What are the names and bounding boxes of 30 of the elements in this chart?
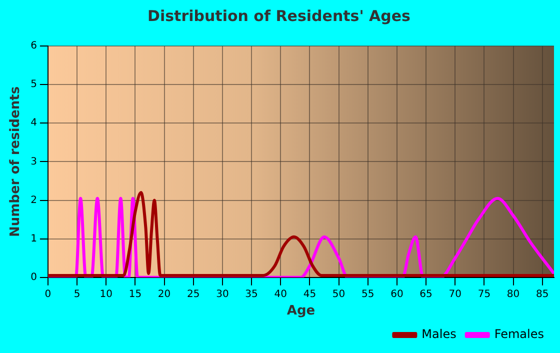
x-tick-label: 20 <box>158 288 171 300</box>
x-tick-label: 25 <box>187 288 200 300</box>
y-tick-label: 2 <box>30 194 37 206</box>
x-tick-label: 55 <box>362 288 374 300</box>
x-tick-label: 40 <box>274 288 287 300</box>
x-tick-label: 5 <box>74 288 80 300</box>
legend-label: Males <box>422 327 456 342</box>
x-tick-label: 45 <box>303 288 316 300</box>
x-tick-label: 80 <box>506 288 520 300</box>
y-tick-label: 4 <box>30 118 37 129</box>
chart-title: Distribution of Residents' Ages <box>148 6 411 25</box>
x-tick-label: 15 <box>128 288 142 300</box>
y-tick-label: 5 <box>30 79 37 90</box>
x-tick-label: 0 <box>44 288 52 300</box>
y-tick-label: 1 <box>30 233 37 244</box>
y-tick-label: 0 <box>30 272 37 283</box>
x-tick-label: 70 <box>448 288 462 300</box>
legend-label: Females <box>494 327 544 342</box>
x-tick-label: 65 <box>420 288 432 300</box>
x-tick-label: 35 <box>245 288 258 300</box>
x-tick-label: 85 <box>536 288 549 300</box>
y-tick-label: 3 <box>30 156 37 168</box>
y-axis-title: Number of residents <box>8 86 24 238</box>
x-axis-title: Age <box>286 304 316 319</box>
y-tick-label: 6 <box>30 40 37 52</box>
x-tick-label: 30 <box>216 288 229 300</box>
x-tick-label: 50 <box>332 288 346 300</box>
x-tick-label: 60 <box>390 288 404 300</box>
x-tick-label: 75 <box>478 288 491 300</box>
x-tick-label: 10 <box>100 288 112 300</box>
